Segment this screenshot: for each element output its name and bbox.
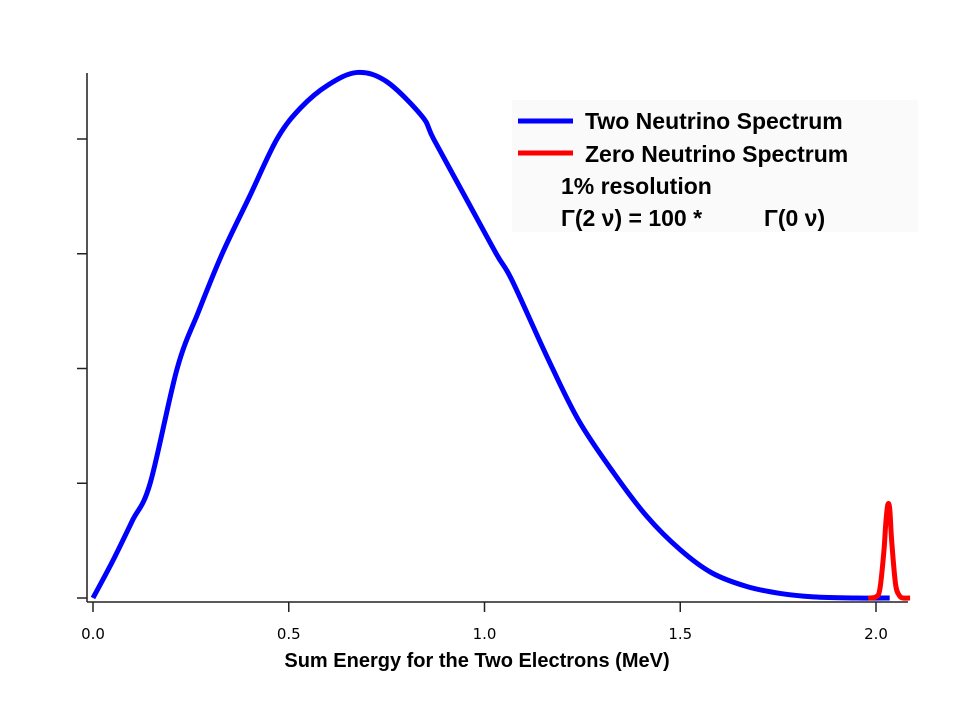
axes <box>86 73 908 603</box>
x-axis-title: Sum Energy for the Two Electrons (MeV) <box>284 650 669 672</box>
legend-note-ratio-left: Γ(2 ν) = 100 * <box>561 205 702 231</box>
legend-label-two-neutrino: Two Neutrino Spectrum <box>585 108 843 134</box>
legend-background <box>512 100 918 232</box>
x-tick-label: 0.5 <box>277 625 301 643</box>
x-tick-labels: 0.0 0.5 1.0 1.5 2.0 <box>81 625 888 643</box>
x-tick-label: 1.5 <box>668 625 692 643</box>
x-ticks <box>92 602 877 612</box>
series-layer <box>90 69 911 601</box>
legend-label-zero-neutrino: Zero Neutrino Spectrum <box>585 141 848 167</box>
series-two-neutrino-line <box>90 69 890 601</box>
legend-note-resolution: 1% resolution <box>561 173 712 199</box>
legend-note-ratio-right: Γ(0 ν) <box>764 205 825 231</box>
series-zero-neutrino-line <box>867 500 911 601</box>
y-ticks <box>77 138 87 599</box>
legend: Two Neutrino Spectrum Zero Neutrino Spec… <box>518 108 848 231</box>
x-tick-label: 1.0 <box>473 625 497 643</box>
x-tick-label: 0.0 <box>81 625 105 643</box>
x-tick-label: 2.0 <box>864 625 888 643</box>
